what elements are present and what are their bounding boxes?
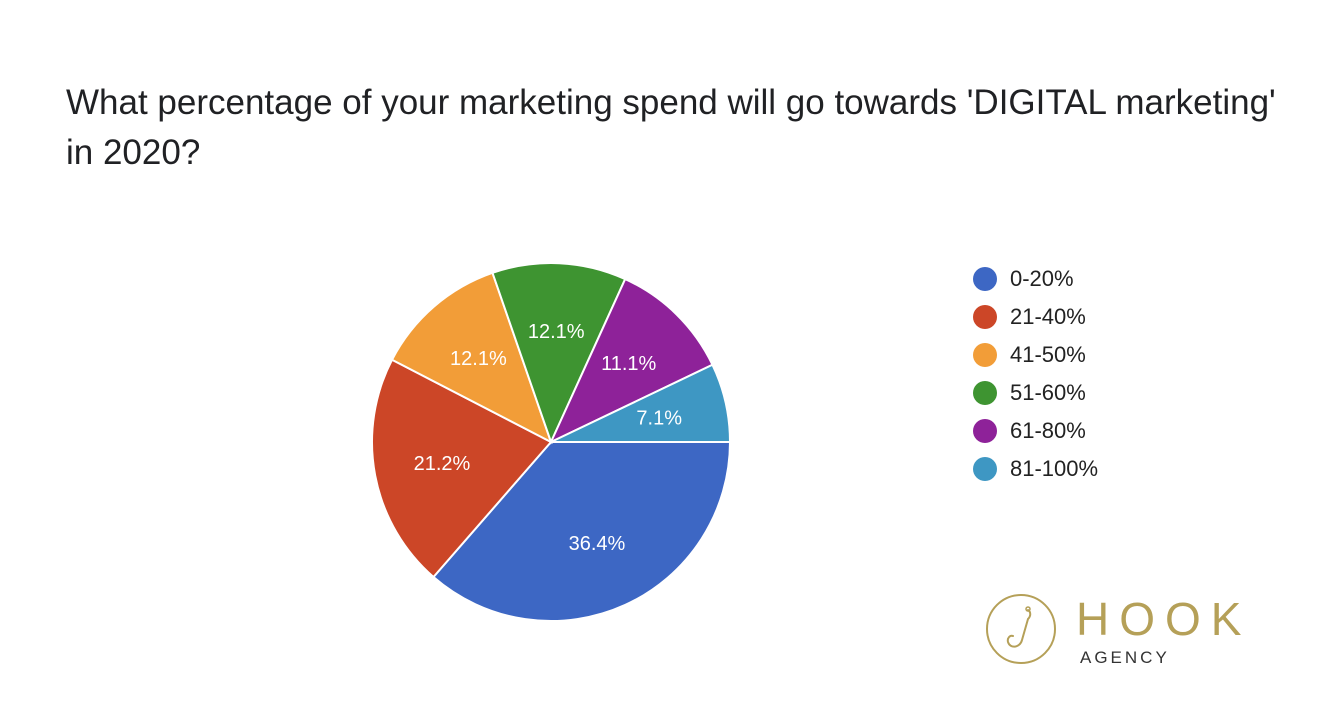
pie-slice: [390, 271, 553, 445]
chart-legend: 0-20% 21-40% 41-50% 51-60% 61-80% 81-100…: [973, 260, 1098, 488]
legend-item: 81-100%: [973, 450, 1098, 488]
legend-swatch-icon: [973, 419, 997, 443]
legend-label: 51-60%: [1010, 380, 1086, 405]
legend-swatch-icon: [973, 381, 997, 405]
slice-label: 21.2%: [414, 453, 471, 475]
hook-agency-logo: HOOK AGENCY: [984, 592, 1274, 672]
chart-title: What percentage of your marketing spend …: [66, 83, 1276, 172]
legend-label: 0-20%: [1010, 266, 1074, 291]
pie-slice: [491, 262, 627, 445]
legend-label: 81-100%: [1010, 456, 1099, 481]
pie-slice: [371, 358, 553, 579]
legend-item: 0-20%: [973, 260, 1098, 298]
legend-item: 41-50%: [973, 336, 1098, 374]
legend-swatch-icon: [973, 305, 997, 329]
pie-slice: [548, 277, 714, 445]
legend-label: 21-40%: [1010, 304, 1086, 329]
logo-wordmark: HOOK: [1076, 593, 1252, 645]
legend-swatch-icon: [973, 343, 997, 367]
legend-item: 21-40%: [973, 298, 1098, 336]
slice-label: 36.4%: [569, 533, 626, 555]
pie-slice: [550, 363, 732, 443]
pie-slice: [432, 441, 732, 622]
slice-label: 7.1%: [636, 407, 682, 429]
slice-label: 12.1%: [528, 321, 585, 343]
logo-subtext: AGENCY: [1080, 648, 1170, 667]
legend-swatch-icon: [973, 267, 997, 291]
legend-item: 61-80%: [973, 412, 1098, 450]
legend-swatch-icon: [973, 457, 997, 481]
legend-label: 61-80%: [1010, 418, 1086, 443]
slice-label: 12.1%: [450, 348, 507, 370]
hook-icon: [986, 594, 1056, 664]
legend-label: 41-50%: [1010, 342, 1086, 367]
legend-item: 51-60%: [973, 374, 1098, 412]
slice-label: 11.1%: [601, 353, 656, 375]
